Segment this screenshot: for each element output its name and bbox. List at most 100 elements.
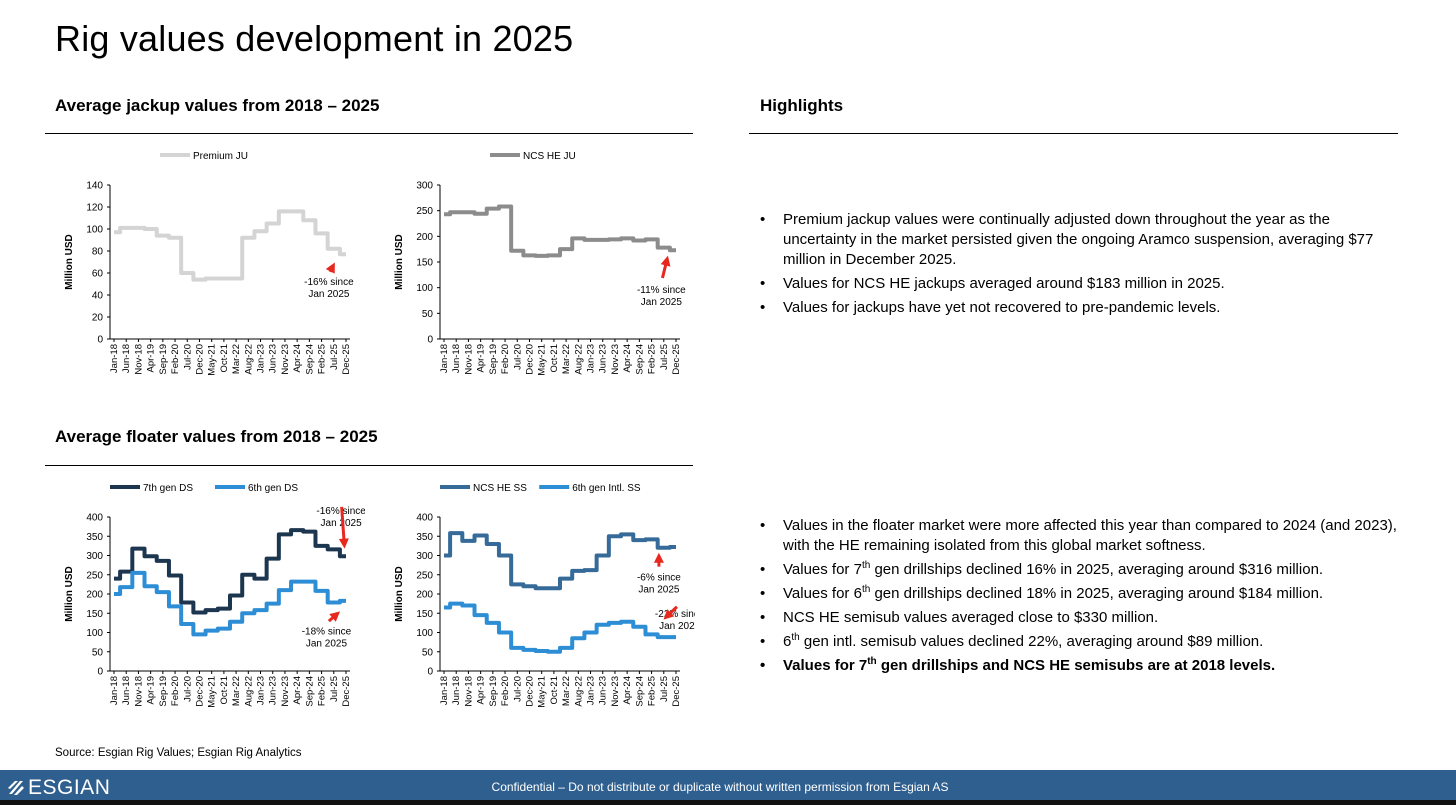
annotation-text: -16% since xyxy=(304,277,354,288)
y-tick-label: 100 xyxy=(86,628,103,639)
x-tick-label: Aug-22 xyxy=(573,676,584,707)
x-tick-label: Jun-18 xyxy=(121,344,132,373)
highlight-item: Values for 7th gen drillships and NCS HE… xyxy=(760,656,1400,676)
x-tick-label: Apr-24 xyxy=(292,676,303,705)
legend-label: NCS HE JU xyxy=(523,151,576,162)
x-tick-label: Jul-20 xyxy=(182,344,193,370)
series-line xyxy=(444,204,676,258)
x-tick-label: Sep-24 xyxy=(634,344,645,375)
chart-svg: NCS HE JU 0 50 100 150 200 250 300 Million USD Ja… xyxy=(394,151,686,376)
x-tick-label: Feb-25 xyxy=(317,344,328,374)
highlight-text: gen drillships declined 18% in 2025, ave… xyxy=(870,585,1324,602)
annotation-text: -6% since xyxy=(637,573,681,584)
x-tick-label: Dec-25 xyxy=(671,344,682,375)
y-tick-label: 250 xyxy=(86,570,103,581)
y-tick-label: 0 xyxy=(427,335,433,346)
highlight-item: Premium jackup values were continually a… xyxy=(760,210,1400,270)
x-tick-label: Jan-23 xyxy=(256,344,267,373)
y-tick-label: 120 xyxy=(86,203,103,214)
highlight-text: 6 xyxy=(783,633,792,650)
chart-svg: Premium JU 0 20 40 60 80 100 120 140 Million USD J… xyxy=(64,151,354,376)
series-line xyxy=(114,570,346,637)
y-tick-label: 100 xyxy=(416,628,433,639)
highlight-item: Values in the floater market were more a… xyxy=(760,516,1400,556)
floater-highlights-list: Values in the floater market were more a… xyxy=(760,516,1400,680)
x-tick-label: Jan-23 xyxy=(586,676,597,705)
x-tick-label: Jul-20 xyxy=(512,344,523,370)
y-tick-label: 350 xyxy=(86,532,103,543)
annotation-arrowhead xyxy=(663,609,675,620)
x-tick-label: Oct-21 xyxy=(549,344,560,373)
floater-section-rule xyxy=(45,465,693,466)
x-tick-label: Jun-23 xyxy=(268,676,279,705)
x-tick-label: Mar-22 xyxy=(561,344,572,374)
highlight-superscript: th xyxy=(791,632,800,643)
x-tick-label: May-21 xyxy=(207,344,218,376)
x-tick-label: Oct-21 xyxy=(549,676,560,705)
legend-label: 6th gen Intl. SS xyxy=(572,483,641,494)
x-tick-label: Sep-24 xyxy=(304,344,315,375)
annotation-arrow xyxy=(340,506,346,543)
y-tick-label: 20 xyxy=(92,313,104,324)
y-tick-label: 300 xyxy=(416,551,433,562)
x-tick-label: Jul-25 xyxy=(329,676,340,702)
chart-svg: NCS HE SS 6th gen Intl. SS 0 50 100 150 200 250… xyxy=(394,483,695,708)
source-note: Source: Esgian Rig Values; Esgian Rig An… xyxy=(55,747,302,759)
y-tick-label: 150 xyxy=(86,609,103,620)
highlight-text: Values for 7 xyxy=(783,657,868,674)
highlight-text: gen drillships declined 16% in 2025, ave… xyxy=(870,561,1324,578)
x-tick-label: Nov-23 xyxy=(280,344,291,375)
x-tick-label: Jul-25 xyxy=(659,676,670,702)
chart-svg: 7th gen DS 6th gen DS 0 50 100 150 200 250 300 35… xyxy=(64,483,365,708)
y-tick-label: 200 xyxy=(86,590,103,601)
x-tick-label: May-21 xyxy=(537,676,548,708)
legend-label: 7th gen DS xyxy=(143,483,193,494)
x-tick-label: Jun-23 xyxy=(268,344,279,373)
x-tick-label: Oct-21 xyxy=(219,676,230,705)
x-tick-label: Dec-20 xyxy=(524,344,535,375)
y-tick-label: 200 xyxy=(416,232,433,243)
x-tick-label: Feb-25 xyxy=(647,344,658,374)
x-tick-label: Nov-18 xyxy=(133,676,144,707)
y-tick-label: 100 xyxy=(86,225,103,236)
x-tick-label: Dec-25 xyxy=(341,676,352,707)
series-line xyxy=(444,601,676,654)
highlights-rule xyxy=(749,133,1398,134)
series-line xyxy=(114,528,346,615)
y-tick-label: 150 xyxy=(416,609,433,620)
x-tick-label: Nov-18 xyxy=(463,344,474,375)
x-tick-label: Jun-18 xyxy=(451,676,462,705)
y-tick-label: 300 xyxy=(416,181,433,192)
y-tick-label: 80 xyxy=(92,247,104,258)
x-tick-label: Apr-19 xyxy=(146,676,157,705)
x-tick-label: Dec-20 xyxy=(524,676,535,707)
annotation-text: Jan 2025 xyxy=(306,638,348,649)
drillship-chart: 7th gen DS 6th gen DS 0 50 100 150 200 250 300 35… xyxy=(55,474,365,719)
y-tick-label: 0 xyxy=(97,335,103,346)
y-tick-label: 300 xyxy=(86,551,103,562)
x-tick-label: Jan-18 xyxy=(439,676,450,705)
bottom-strip xyxy=(0,800,1456,805)
highlight-item: Values for jackups have yet not recovere… xyxy=(760,298,1400,318)
x-tick-label: Aug-22 xyxy=(243,676,254,707)
legend-label: Premium JU xyxy=(193,151,248,162)
x-tick-label: Apr-24 xyxy=(622,676,633,705)
x-tick-label: Feb-25 xyxy=(317,676,328,706)
x-tick-label: Nov-18 xyxy=(463,676,474,707)
x-tick-label: Nov-23 xyxy=(610,676,621,707)
x-tick-label: May-21 xyxy=(537,344,548,376)
x-tick-label: Apr-19 xyxy=(476,344,487,373)
jackup-highlights-list: Premium jackup values were continually a… xyxy=(760,210,1400,322)
x-tick-label: May-21 xyxy=(207,676,218,708)
annotation-text: Jan 2025 xyxy=(659,621,695,632)
y-tick-label: 60 xyxy=(92,269,104,280)
y-tick-label: 150 xyxy=(416,258,433,269)
esgian-logo-icon xyxy=(8,781,24,795)
x-tick-label: Aug-22 xyxy=(573,344,584,375)
semisub-chart: NCS HE SS 6th gen Intl. SS 0 50 100 150 200 250… xyxy=(385,474,695,719)
highlight-item: Values for NCS HE jackups averaged aroun… xyxy=(760,274,1400,294)
jackup-section-rule xyxy=(45,133,693,134)
highlight-item: Values for 6th gen drillships declined 1… xyxy=(760,584,1400,604)
y-tick-label: 140 xyxy=(86,181,103,192)
y-tick-label: 200 xyxy=(416,590,433,601)
